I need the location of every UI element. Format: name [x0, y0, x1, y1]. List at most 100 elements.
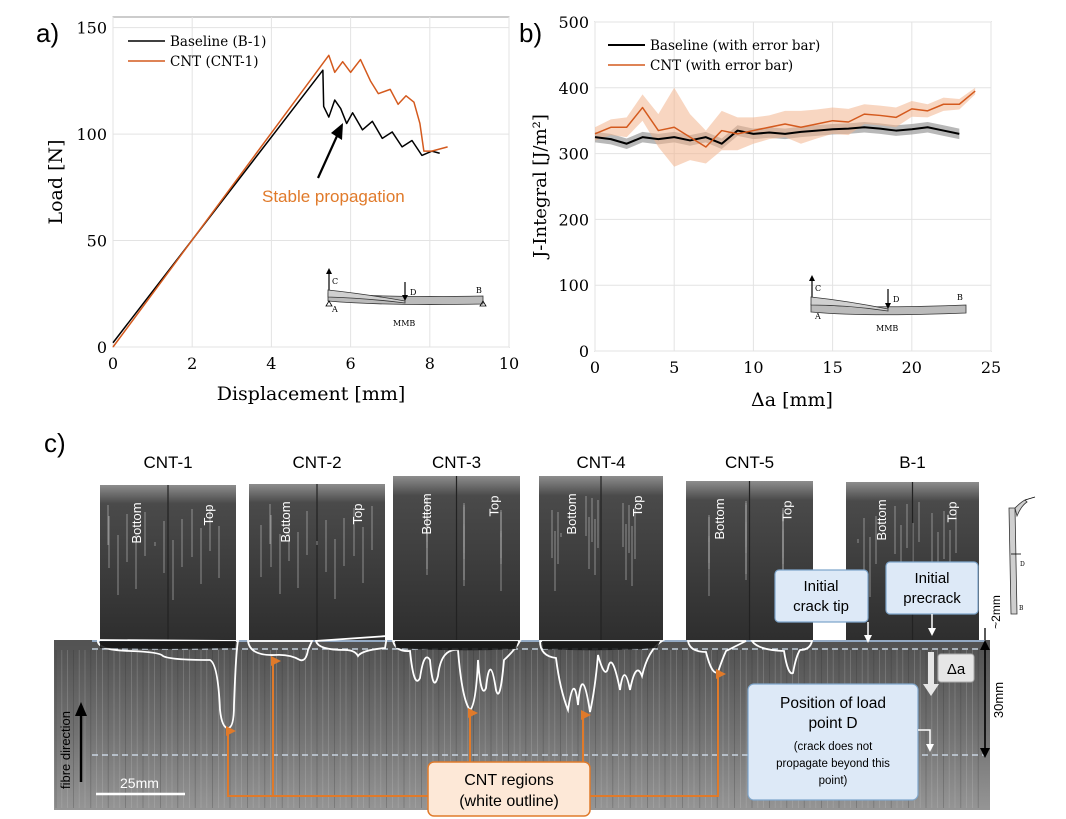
- specimen-bottom-label: Bottom: [874, 499, 889, 540]
- cnt-outline-cnt2: [246, 640, 314, 662]
- inset-b-label-b: B: [957, 293, 963, 302]
- inset-b-label-a: A: [814, 312, 821, 321]
- inset-label-mmb: MMB: [393, 319, 415, 328]
- specimen-name: CNT-1: [143, 453, 192, 472]
- dim-30mm-label: 30mm: [991, 682, 1006, 718]
- x-tick-label: 25: [981, 358, 1001, 377]
- y-tick-label: 50: [87, 232, 107, 251]
- x-tick-label: 8: [425, 354, 435, 373]
- y-tick-label: 0: [579, 342, 589, 361]
- specimen-top-label: Top: [201, 505, 216, 526]
- callout-initial-precrack: Initial precrack: [885, 561, 979, 636]
- specimen-top-label: Top: [350, 504, 365, 525]
- specimen-top-label: Top: [944, 502, 959, 523]
- scale-bar-label: 25mm: [120, 775, 159, 791]
- specimen-top-label: Top: [630, 496, 645, 517]
- series-line-baseline: [112, 69, 440, 344]
- specimen-name: CNT-5: [725, 453, 774, 472]
- x-axis-label-a: Displacement [mm]: [217, 383, 406, 405]
- inset-label-c: C: [332, 277, 338, 286]
- x-tick-label: 10: [499, 354, 519, 373]
- panel-label-c: c): [44, 428, 66, 458]
- y-tick-label: 100: [558, 276, 589, 295]
- specimen-top-label: Top: [486, 496, 501, 517]
- specimen-cnt-3: CNT-3 Bottom Top: [393, 453, 520, 640]
- cnt-regions-line2: (white outline): [459, 793, 559, 810]
- y-tick-label: 500: [558, 13, 589, 32]
- specimen-cnt-1: CNT-1 Bottom Top: [100, 453, 236, 640]
- inset-b-label-mmb: MMB: [876, 324, 898, 333]
- callout-initial-crack-tip: Initial crack tip: [774, 569, 872, 643]
- specimen-bottom-label: Bottom: [419, 493, 434, 534]
- x-tick-label: 10: [743, 358, 763, 377]
- load-point-note-1: (crack does not: [794, 741, 873, 753]
- load-point-note-2: propagate beyond this: [776, 758, 890, 770]
- specimen-cnt-4: CNT-4 Bottom Top: [539, 453, 663, 640]
- specimen-bottom-label: Bottom: [712, 498, 727, 539]
- specimen-name: CNT-3: [432, 453, 481, 472]
- cnt-outline-cnt4: [539, 640, 666, 714]
- callout-precrack-line1: Initial: [914, 570, 949, 587]
- specimen-bottom-label: Bottom: [564, 493, 579, 534]
- legend-label-cnt-b: CNT (with error bar): [650, 58, 793, 74]
- legend-b: Baseline (with error bar) CNT (with erro…: [608, 38, 820, 74]
- svg-text:B: B: [1019, 605, 1024, 612]
- series-a: [112, 54, 448, 348]
- annotation-stable-propagation: Stable propagation: [262, 187, 405, 206]
- cnt-outline-cnt1: [97, 639, 240, 729]
- ticks-b: 0 5 10 15 20 25 0 100 200 300 400 500: [558, 13, 1001, 377]
- x-tick-label: 5: [669, 358, 679, 377]
- inset-b-label-d: D: [893, 295, 899, 304]
- series-line-cnt: [112, 54, 448, 348]
- y-axis-label-a: Load [N]: [45, 139, 67, 224]
- specimen-name: B-1: [899, 453, 925, 472]
- x-tick-label: 20: [902, 358, 922, 377]
- cnt-outline-cnt5b: [750, 640, 814, 675]
- svg-text:D: D: [1020, 561, 1025, 568]
- fibre-direction-label: fibre direction: [58, 711, 73, 789]
- legend-label-cnt: CNT (CNT-1): [170, 54, 259, 70]
- dim-2mm-label: ~2mm: [989, 595, 1003, 629]
- legend-a: Baseline (B-1) CNT (CNT-1): [128, 34, 266, 70]
- load-point-note-3: point): [819, 775, 848, 787]
- callout-crack-tip-line1: Initial: [803, 578, 838, 595]
- specimen-top-label: Top: [779, 501, 794, 522]
- specimen-cnt-2: CNT-2 Bottom Top: [249, 453, 385, 640]
- x-axis-label-b: Δa [mm]: [751, 389, 833, 411]
- callout-crack-tip-line2: crack tip: [793, 598, 849, 615]
- callout-load-point: Position of load point D (crack does not…: [747, 683, 934, 801]
- mmb-inset-b: C D B A MMB: [809, 275, 967, 333]
- callout-delta-a: Δa: [923, 652, 975, 696]
- x-tick-label: 0: [590, 358, 600, 377]
- panel-label-b: b): [519, 18, 542, 48]
- series-line-cnt: [594, 90, 976, 148]
- y-tick-label: 150: [76, 19, 107, 38]
- annotation-arrow-line: [316, 135, 339, 179]
- fibre-direction-indicator: fibre direction: [58, 702, 87, 789]
- error-bands-b: [595, 87, 976, 167]
- dimension-30mm: 30mm: [980, 640, 1006, 758]
- inset-label-b: B: [476, 286, 482, 295]
- scale-bar: 25mm: [96, 775, 185, 796]
- y-axis-label-b: J-Integral [J/m²]: [530, 114, 551, 260]
- error-band-cnt: [595, 87, 976, 167]
- series-line-baseline: [594, 126, 960, 145]
- x-tick-label: 6: [346, 354, 356, 373]
- specimens: CNT-1 Bottom Top CNT-2 Bottom Top CNT-3 Bottom T…: [100, 453, 979, 640]
- series-b: [594, 90, 976, 148]
- y-tick-label: 0: [97, 338, 107, 357]
- cnt-outline-cnt5a: [686, 640, 747, 674]
- cnt-regions-line1: CNT regions: [464, 772, 554, 789]
- delta-a-label: Δa: [947, 661, 966, 678]
- load-point-title-2: point D: [808, 715, 857, 732]
- mmb-inset-a: C D B A MMB: [325, 268, 487, 328]
- specimen-name: CNT-2: [292, 453, 341, 472]
- specimen-name: CNT-4: [576, 453, 625, 472]
- specimen-schematic: D B: [1008, 496, 1036, 615]
- grid-b: [594, 21, 992, 352]
- inset-b-label-c: C: [815, 284, 821, 293]
- legend-label-baseline-b: Baseline (with error bar): [650, 38, 820, 54]
